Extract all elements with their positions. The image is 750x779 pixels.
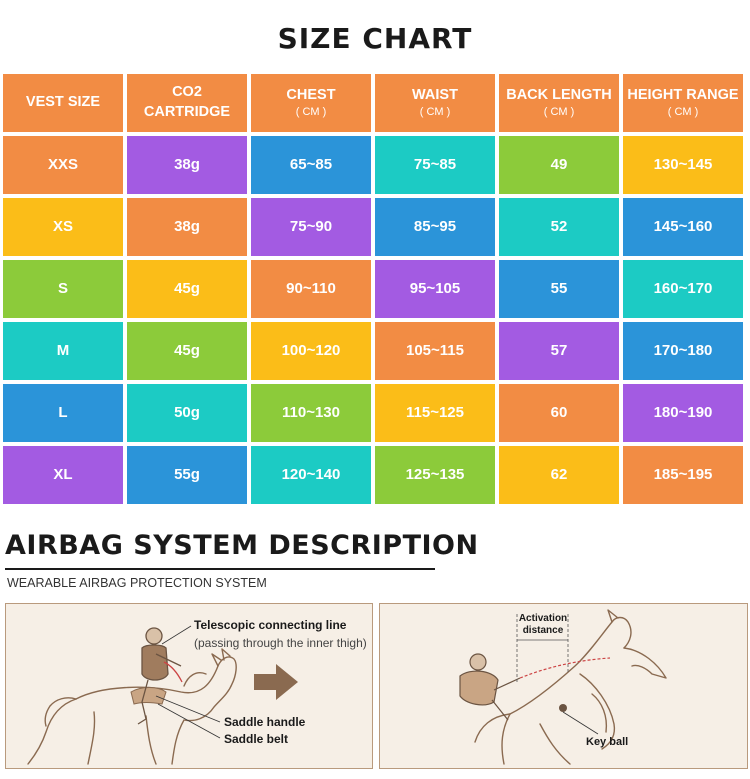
illustration-riding-panel: Telescopic connecting line (passing thro…	[5, 603, 373, 769]
section-divider	[5, 568, 435, 570]
rearing-horse-illustration	[459, 609, 667, 765]
horse-rider-illustration	[27, 625, 298, 765]
size-label-cell: M	[3, 322, 123, 380]
header-label: BACK LENGTH	[506, 86, 612, 103]
table-cell: 75~90	[251, 198, 371, 256]
telescopic-line-note: (passing through the inner thigh)	[194, 636, 367, 650]
size-label-cell: S	[3, 260, 123, 318]
header-label: CHEST	[286, 86, 336, 103]
size-label-cell: XL	[3, 446, 123, 504]
table-cell: 90~110	[251, 260, 371, 318]
illustration-falling-panel: Activation distance Key ball	[379, 603, 748, 769]
airbag-section-title: AIRBAG SYSTEM DESCRIPTION	[5, 530, 479, 561]
table-cell: 57	[499, 322, 619, 380]
table-cell: 145~160	[623, 198, 743, 256]
header-cell: WAIST ( CM )	[375, 74, 495, 132]
table-cell: 55g	[127, 446, 247, 504]
header-cell: CO2 CARTRIDGE	[127, 74, 247, 132]
table-cell: 60	[499, 384, 619, 442]
header-unit: ( CM )	[295, 106, 327, 119]
table-cell: 180~190	[623, 384, 743, 442]
size-chart-title: SIZE CHART	[277, 22, 473, 55]
header-cell: CHEST ( CM )	[251, 74, 371, 132]
table-cell: 38g	[127, 198, 247, 256]
table-cell: 62	[499, 446, 619, 504]
table-cell: 105~115	[375, 322, 495, 380]
header-cell: VEST SIZE	[3, 74, 123, 132]
table-cell: 130~145	[623, 136, 743, 194]
header-label: WAIST	[412, 86, 458, 103]
table-cell: 160~170	[623, 260, 743, 318]
telescopic-line-label: Telescopic connecting line	[194, 618, 347, 632]
table-cell: 65~85	[251, 136, 371, 194]
table-cell: 120~140	[251, 446, 371, 504]
table-cell: 45g	[127, 260, 247, 318]
table-cell: 52	[499, 198, 619, 256]
header-label: VEST SIZE	[25, 94, 101, 111]
table-cell: 185~195	[623, 446, 743, 504]
table-cell: 125~135	[375, 446, 495, 504]
table-cell: 38g	[127, 136, 247, 194]
table-cell: 75~85	[375, 136, 495, 194]
table-cell: 50g	[127, 384, 247, 442]
table-cell: 55	[499, 260, 619, 318]
airbag-section-subtitle: WEARABLE AIRBAG PROTECTION SYSTEM	[7, 576, 267, 590]
size-label-cell: XXS	[3, 136, 123, 194]
saddle-belt-label: Saddle belt	[224, 732, 289, 746]
activation-label-line2: distance	[522, 625, 564, 636]
saddle-handle-label: Saddle handle	[224, 715, 306, 729]
activation-label-line1: Activation	[518, 613, 568, 624]
table-cell: 95~105	[375, 260, 495, 318]
arrow-right-icon	[254, 664, 298, 700]
header-unit: ( CM )	[419, 106, 451, 119]
size-chart-table: VEST SIZE CO2 CARTRIDGE CHEST ( CM ) WAIST ( …	[3, 74, 747, 504]
table-cell: 49	[499, 136, 619, 194]
table-cell: 100~120	[251, 322, 371, 380]
size-label-cell: XS	[3, 198, 123, 256]
header-label: HEIGHT RANGE	[627, 86, 739, 103]
activation-distance-label: Activation distance	[516, 613, 570, 637]
table-cell: 115~125	[375, 384, 495, 442]
size-label-cell: L	[3, 384, 123, 442]
header-label: CO2 CARTRIDGE	[143, 84, 231, 120]
table-cell: 85~95	[375, 198, 495, 256]
header-unit: ( CM )	[543, 106, 575, 119]
table-cell: 170~180	[623, 322, 743, 380]
header-cell: BACK LENGTH ( CM )	[499, 74, 619, 132]
key-ball-label: Key ball	[586, 736, 629, 748]
table-cell: 110~130	[251, 384, 371, 442]
header-unit: ( CM )	[667, 106, 699, 119]
header-cell: HEIGHT RANGE ( CM )	[623, 74, 743, 132]
key-ball-icon	[559, 704, 567, 712]
table-cell: 45g	[127, 322, 247, 380]
